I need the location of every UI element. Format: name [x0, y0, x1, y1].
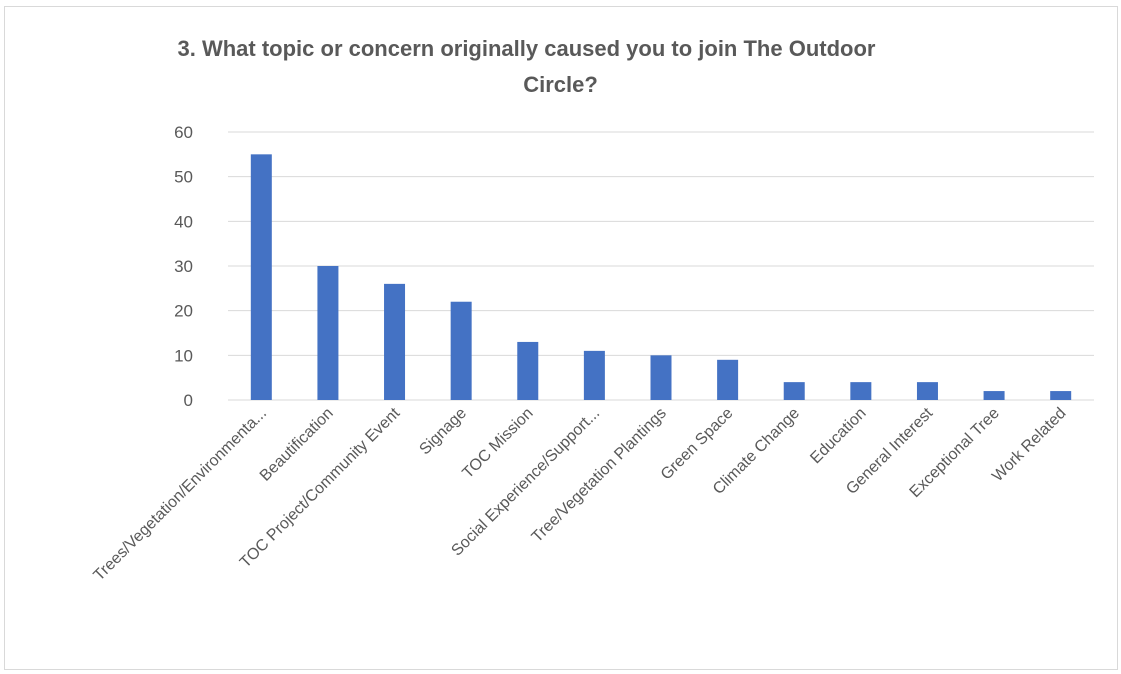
- x-tick-label: Education: [807, 405, 869, 467]
- y-tick-label: 30: [174, 257, 193, 276]
- bar-12: [983, 391, 1005, 400]
- y-axis-tick-labels: 0 10 20 30 40 50 60: [174, 123, 193, 410]
- bars: [250, 154, 1072, 400]
- y-tick-label: 60: [174, 123, 193, 142]
- bar-10: [850, 382, 872, 400]
- y-tick-label: 0: [184, 391, 193, 410]
- y-tick-label: 50: [174, 168, 193, 187]
- bar-4: [450, 301, 472, 400]
- bar-13: [1050, 391, 1072, 400]
- x-tick-label: Signage: [416, 405, 470, 459]
- bar-9: [783, 382, 805, 400]
- y-tick-label: 20: [174, 302, 193, 321]
- chart-frame: [4, 6, 1118, 670]
- x-axis-tick-labels: Trees/Vegetation/Environmenta...Beautifi…: [91, 404, 1070, 584]
- bar-2: [317, 266, 339, 400]
- bar-7: [650, 355, 672, 400]
- bar-8: [717, 359, 739, 400]
- bar-3: [384, 283, 406, 400]
- y-tick-label: 40: [174, 212, 193, 231]
- bar-1: [250, 154, 272, 400]
- bar-11: [916, 382, 938, 400]
- y-tick-label: 10: [174, 346, 193, 365]
- gridlines: [228, 131, 1094, 401]
- bar-5: [517, 341, 539, 400]
- x-tick-label: Tree/Vegetation Plantings: [529, 405, 670, 546]
- bar-6: [583, 350, 605, 400]
